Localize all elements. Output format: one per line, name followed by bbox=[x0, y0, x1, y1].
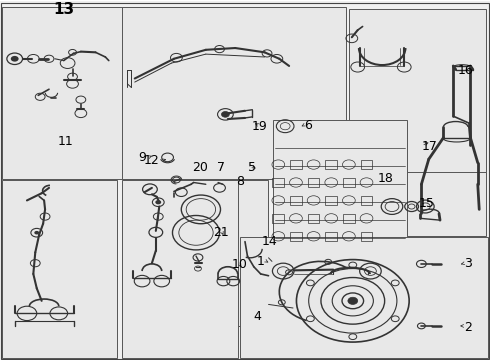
Text: 20: 20 bbox=[192, 161, 208, 174]
Bar bbox=[325, 160, 337, 169]
Text: 13: 13 bbox=[53, 2, 74, 17]
Circle shape bbox=[34, 231, 39, 234]
Bar bbox=[273, 241, 407, 294]
Bar bbox=[361, 232, 372, 240]
Bar bbox=[273, 121, 407, 241]
Bar bbox=[343, 178, 355, 187]
Bar bbox=[343, 214, 355, 222]
Text: 3: 3 bbox=[465, 257, 472, 270]
Text: 10: 10 bbox=[231, 258, 247, 271]
Bar bbox=[349, 9, 486, 174]
Text: 11: 11 bbox=[58, 135, 74, 148]
Text: 4: 4 bbox=[253, 310, 261, 324]
Bar bbox=[361, 196, 372, 205]
Bar bbox=[290, 196, 302, 205]
Text: 1: 1 bbox=[257, 255, 265, 267]
Text: 19: 19 bbox=[252, 120, 268, 134]
Text: 5: 5 bbox=[248, 161, 256, 174]
Text: 2: 2 bbox=[465, 320, 472, 333]
Circle shape bbox=[11, 56, 19, 62]
Text: 16: 16 bbox=[458, 64, 473, 77]
Text: 12: 12 bbox=[144, 154, 159, 167]
Bar bbox=[122, 180, 238, 358]
Bar bbox=[122, 7, 346, 179]
Text: 7: 7 bbox=[217, 161, 224, 174]
Bar bbox=[290, 232, 302, 240]
Bar bbox=[2, 7, 218, 179]
Bar bbox=[325, 232, 337, 240]
Bar bbox=[308, 178, 319, 187]
Bar bbox=[290, 160, 302, 169]
Text: 8: 8 bbox=[236, 175, 244, 188]
Bar bbox=[272, 178, 284, 187]
Text: 21: 21 bbox=[214, 226, 229, 239]
Bar bbox=[240, 237, 488, 358]
Text: 15: 15 bbox=[418, 197, 434, 210]
Text: 17: 17 bbox=[421, 140, 437, 153]
Bar bbox=[378, 172, 486, 236]
Circle shape bbox=[348, 297, 358, 305]
Bar bbox=[361, 160, 372, 169]
Circle shape bbox=[155, 200, 161, 204]
Bar bbox=[167, 180, 268, 326]
Text: 9: 9 bbox=[138, 151, 146, 164]
Circle shape bbox=[221, 112, 229, 117]
Text: 18: 18 bbox=[377, 172, 393, 185]
Bar bbox=[325, 196, 337, 205]
Bar bbox=[2, 180, 117, 358]
Bar bbox=[308, 214, 319, 222]
Bar bbox=[272, 214, 284, 222]
Text: 6: 6 bbox=[304, 118, 312, 132]
Text: 14: 14 bbox=[262, 235, 277, 248]
